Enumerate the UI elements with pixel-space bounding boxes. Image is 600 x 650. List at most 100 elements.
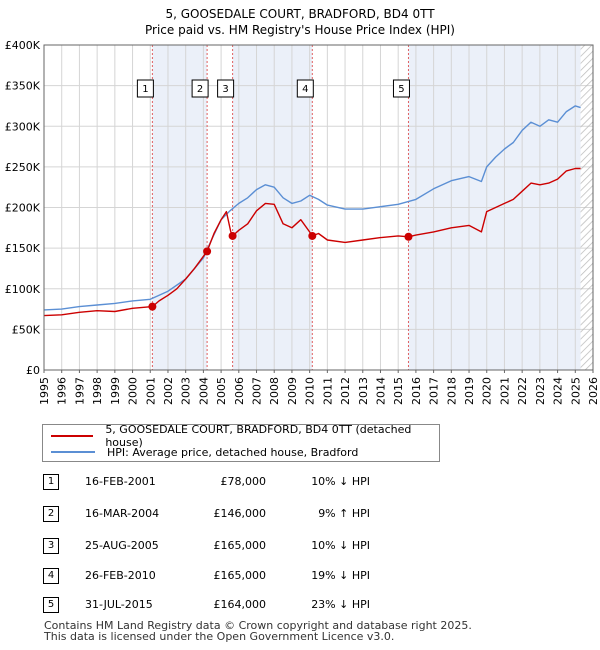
sale-row: 1 16-FEB-2001 £78,000 10% ↓ HPI: [0, 472, 600, 494]
sale-marker-box: [191, 79, 209, 98]
legend-item-property: 5, GOOSEDALE COURT, BRADFORD, BD4 0TT (d…: [51, 423, 439, 449]
y-tick-label: £300K: [5, 120, 41, 133]
y-tick-label: £100K: [5, 283, 41, 296]
sale-hpi-diff: 10% ↓ HPI: [311, 475, 370, 488]
sale-marker-label: 2: [197, 84, 203, 95]
x-tick-label: 2020: [481, 377, 494, 405]
x-tick-label: 2017: [428, 377, 441, 405]
y-tick-label: £0: [26, 364, 40, 377]
x-tick-label: 2000: [127, 377, 140, 405]
sale-marker-box: [136, 79, 154, 98]
sale-date: 31-JUL-2015: [85, 598, 153, 611]
sale-price: £165,000: [213, 539, 267, 552]
sale-date: 25-AUG-2005: [85, 539, 159, 552]
x-tick-label: 2011: [321, 377, 334, 405]
x-tick-label: 2001: [144, 377, 157, 405]
legend: 5, GOOSEDALE COURT, BRADFORD, BD4 0TT (d…: [42, 423, 440, 462]
y-tick-label: £400K: [5, 39, 41, 52]
sale-point: [148, 302, 157, 311]
sale-marker-label: 3: [222, 84, 228, 95]
sale-hpi-diff: 23% ↓ HPI: [311, 598, 370, 611]
sale-marker: 1: [136, 79, 154, 98]
sale-marker-labels: 1 2 3 4 5: [136, 79, 410, 98]
sale-points: [148, 231, 413, 311]
y-axis-ticks: £0 £50K £100K £150K £200K £250K £300K £350K £400…: [5, 39, 41, 377]
y-tick-label: £150K: [5, 242, 41, 255]
sale-date: 16-MAR-2004: [85, 507, 160, 520]
sale-point: [308, 231, 317, 240]
x-tick-label: 2021: [498, 377, 511, 405]
sale-marker: 3: [217, 79, 235, 98]
footer: Contains HM Land Registry data © Crown c…: [44, 620, 472, 642]
sale-number-badge: 2: [43, 506, 59, 522]
sale-marker: 5: [392, 79, 410, 98]
sale-date: 16-FEB-2001: [85, 475, 156, 488]
sale-date: 26-FEB-2010: [85, 569, 156, 582]
sale-marker-label: 5: [398, 84, 404, 95]
sale-marker: 2: [191, 79, 209, 98]
sale-row: 5 31-JUL-2015 £164,000 23% ↓ HPI: [0, 595, 600, 617]
x-tick-label: 2007: [251, 377, 264, 405]
x-tick-label: 2006: [233, 377, 246, 405]
chart-title-block: 5, GOOSEDALE COURT, BRADFORD, BD4 0TT Pr…: [0, 6, 600, 38]
x-tick-label: 1999: [109, 377, 122, 405]
x-axis-ticks: 1995 1996 1997 1998 1999 2000 2001 2002 2003 2004…: [38, 370, 600, 405]
y-tick-label: £250K: [5, 161, 41, 174]
sale-number-badge: 5: [43, 597, 59, 613]
x-tick-label: 2018: [445, 377, 458, 405]
legend-item-hpi: HPI: Average price, detached house, Brad…: [51, 444, 358, 460]
x-tick-label: 2008: [268, 377, 281, 405]
x-tick-label: 2014: [374, 377, 387, 405]
y-tick-label: £350K: [5, 80, 41, 93]
x-tick-label: 2012: [339, 377, 352, 405]
legend-label-property: 5, GOOSEDALE COURT, BRADFORD, BD4 0TT (d…: [105, 423, 412, 449]
sale-hpi-diff: 10% ↓ HPI: [311, 539, 370, 552]
x-tick-label: 2025: [569, 377, 582, 405]
x-tick-label: 1996: [56, 377, 69, 405]
forecast-hatch: [580, 45, 593, 370]
legend-swatch-property: [51, 435, 94, 437]
sale-point: [404, 232, 413, 241]
sale-marker-label: 4: [302, 84, 308, 95]
sale-point: [228, 231, 237, 240]
y-tick-label: £200K: [5, 202, 41, 215]
x-tick-label: 2002: [162, 377, 175, 405]
legend-swatch-hpi: [51, 451, 95, 453]
sale-price: £78,000: [220, 475, 267, 488]
series-line-property: [43, 167, 581, 317]
sale-number-badge: 1: [43, 474, 59, 490]
sale-row: 4 26-FEB-2010 £165,000 19% ↓ HPI: [0, 566, 600, 588]
x-tick-label: 2004: [197, 377, 210, 405]
x-tick-label: 2010: [304, 377, 317, 405]
sale-price: £165,000: [213, 569, 267, 582]
sale-row: 2 16-MAR-2004 £146,000 9% ↑ HPI: [0, 504, 600, 526]
x-tick-label: 1998: [91, 377, 104, 405]
x-tick-label: 2019: [463, 377, 476, 405]
x-tick-label: 2022: [516, 377, 529, 405]
x-tick-label: 2023: [534, 377, 547, 405]
sale-point: [203, 247, 212, 256]
sale-marker: 4: [296, 79, 314, 98]
sale-marker-box: [296, 79, 314, 98]
legend-label-hpi: HPI: Average price, detached house, Brad…: [107, 445, 359, 459]
chart-subtitle: Price paid vs. HM Registry's House Price…: [144, 23, 455, 37]
chart-title: 5, GOOSEDALE COURT, BRADFORD, BD4 0TT: [165, 7, 435, 21]
x-tick-label: 2015: [392, 377, 405, 405]
x-tick-label: 2003: [180, 377, 193, 405]
footer-licence: This data is licensed under the Open Gov…: [44, 630, 395, 643]
hatch-region: [580, 45, 593, 370]
sale-marker-box: [217, 79, 235, 98]
x-tick-label: 2016: [410, 377, 423, 405]
sale-hpi-diff: 19% ↓ HPI: [311, 569, 370, 582]
sale-marker-box: [392, 79, 410, 98]
plot-frame: [43, 44, 594, 371]
sale-row: 3 25-AUG-2005 £165,000 10% ↓ HPI: [0, 536, 600, 558]
price-chart: 1 2 3 4 5 £0 £50K £100K £150K £200K £250K £300K £35…: [5, 39, 600, 405]
sale-marker-label: 1: [142, 84, 148, 95]
x-tick-label: 1997: [73, 377, 86, 405]
sale-number-badge: 3: [43, 538, 59, 554]
y-tick-label: £50K: [12, 323, 41, 336]
x-tick-label: 1995: [38, 377, 51, 405]
x-tick-label: 2013: [357, 377, 370, 405]
x-tick-label: 2026: [587, 377, 600, 405]
